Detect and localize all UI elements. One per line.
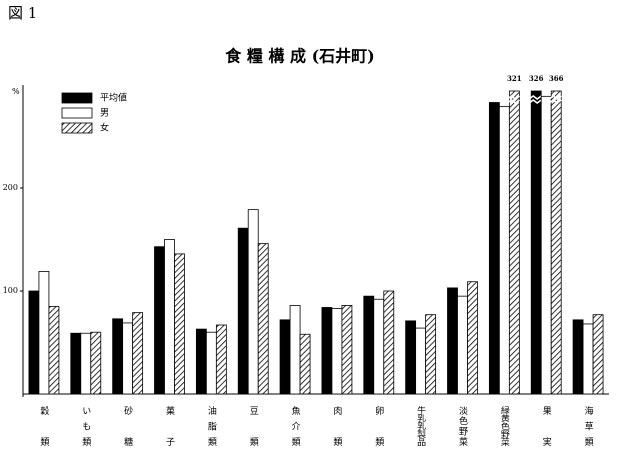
chart-title: 食 糧 構 成 (石井町) xyxy=(224,47,374,66)
x-tick-label: 穀類 xyxy=(38,405,49,447)
x-tick-label: いも類 xyxy=(80,406,91,447)
bar xyxy=(321,307,333,395)
bar xyxy=(550,90,562,395)
x-tick-label: 果実 xyxy=(541,406,552,447)
axis-break xyxy=(548,95,562,104)
x-tick-label: 豆類 xyxy=(248,406,259,447)
bar xyxy=(38,271,50,395)
bar xyxy=(174,253,185,395)
value-label: 366 xyxy=(549,74,564,83)
bar xyxy=(405,320,417,395)
legend-label: 平均値 xyxy=(100,92,127,104)
bar xyxy=(572,319,584,395)
bar xyxy=(341,305,353,395)
bar xyxy=(592,314,604,395)
x-tick-label: 淡色野菜 xyxy=(457,406,468,447)
x-tick-label: 魚介類 xyxy=(290,405,301,447)
bar xyxy=(415,327,427,395)
bar xyxy=(48,306,60,395)
bar xyxy=(508,90,520,395)
bar xyxy=(195,328,207,395)
bar xyxy=(425,314,437,395)
bar xyxy=(488,102,500,395)
bar xyxy=(457,295,468,395)
bar xyxy=(132,312,144,395)
bar xyxy=(299,333,311,395)
figure-label: 図 1 xyxy=(8,4,37,22)
legend-label: 女 xyxy=(100,122,109,134)
legend-label: 男 xyxy=(100,108,109,119)
bar xyxy=(164,239,175,395)
x-tick-label: 砂糖 xyxy=(122,405,132,447)
bar xyxy=(257,243,269,395)
x-tick-label: 牛乳乳製品 xyxy=(415,405,426,447)
bar xyxy=(80,332,92,395)
bar xyxy=(582,323,594,395)
value-label: 321 xyxy=(507,74,522,83)
axis-break xyxy=(528,95,542,104)
bar xyxy=(373,298,385,395)
bar xyxy=(467,281,478,395)
bar xyxy=(112,318,124,395)
bar xyxy=(289,305,301,395)
bar xyxy=(530,90,542,395)
bar xyxy=(122,322,134,395)
x-tick-label: 緑黄色野菜 xyxy=(499,405,510,447)
y-axis-label: % xyxy=(12,87,20,96)
bar xyxy=(383,290,395,395)
bar xyxy=(331,308,343,395)
x-tick-label: 卵類 xyxy=(373,406,384,447)
bar xyxy=(447,287,458,395)
x-tick-label: 油脂類 xyxy=(206,405,217,447)
y-tick-label: 200 xyxy=(3,183,18,192)
legend-swatch xyxy=(61,92,93,104)
x-tick-label: 海草類 xyxy=(583,405,594,447)
bar xyxy=(363,295,375,395)
axis-break xyxy=(506,95,520,104)
bar xyxy=(237,227,249,395)
y-tick-label: 100 xyxy=(3,286,18,295)
bar xyxy=(90,331,102,395)
bar xyxy=(154,246,165,395)
bar xyxy=(247,209,259,395)
x-tick-label: 菓子 xyxy=(164,405,175,446)
bar xyxy=(28,290,40,395)
bar xyxy=(70,332,82,395)
bar xyxy=(279,319,291,395)
bar xyxy=(205,331,217,395)
bar xyxy=(540,95,552,395)
value-label: 326 xyxy=(529,74,544,83)
bar xyxy=(215,324,227,395)
legend-swatch xyxy=(61,107,93,119)
legend-swatch xyxy=(61,122,93,134)
x-tick-label: 肉類 xyxy=(331,405,342,447)
bar xyxy=(498,106,510,395)
